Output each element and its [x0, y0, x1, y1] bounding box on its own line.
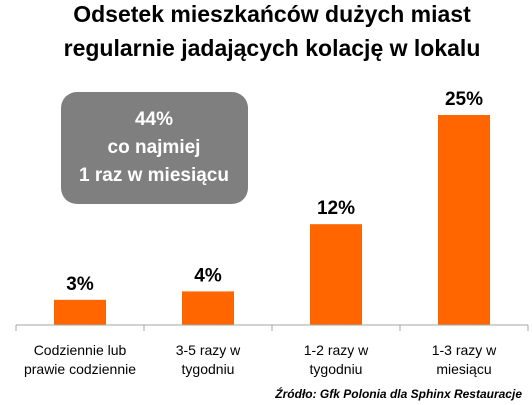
- bar-value-label: 25%: [445, 89, 483, 110]
- bar-value-label: 4%: [194, 265, 222, 286]
- bar-value-label: 3%: [66, 274, 94, 295]
- bars: [54, 115, 490, 325]
- callout-line-1: 44%: [135, 109, 173, 130]
- category-label: Codziennie lub: [34, 342, 127, 358]
- category-labels: Codziennie lub prawie codziennie 3-5 razy …: [24, 342, 497, 377]
- bar: [310, 224, 362, 325]
- source-note: Źródło: Gfk Polonia dla Sphinx Restaurac…: [274, 386, 522, 401]
- chart-title-line-1: Odsetek mieszkańców dużych miast: [73, 1, 471, 27]
- callout-background: [61, 92, 248, 204]
- bar: [54, 299, 106, 325]
- bar: [438, 115, 490, 325]
- callout-line-2: co najmiej: [108, 137, 201, 158]
- chart-title-line-2: regularnie jadających kolację w lokalu: [64, 35, 481, 61]
- category-label: 1-3 razy w: [432, 342, 497, 358]
- callout-box: 44% co najmiej 1 raz w miesiącu: [61, 92, 248, 204]
- chart-title: Odsetek mieszkańców dużych miast regular…: [64, 1, 481, 61]
- category-label: tygodniu: [182, 361, 235, 377]
- category-label: 1-2 razy w: [304, 342, 369, 358]
- category-label: 3-5 razy w: [176, 342, 241, 358]
- bar: [182, 291, 234, 325]
- bar-value-label: 12%: [317, 198, 355, 219]
- category-label: miesiącu: [436, 361, 491, 377]
- category-label: prawie codziennie: [24, 361, 136, 377]
- category-label: tygodniu: [310, 361, 363, 377]
- value-labels: 3% 4% 12% 25%: [66, 89, 483, 295]
- callout-line-3: 1 raz w miesiącu: [79, 165, 229, 186]
- x-axis-ticks: [15, 325, 529, 331]
